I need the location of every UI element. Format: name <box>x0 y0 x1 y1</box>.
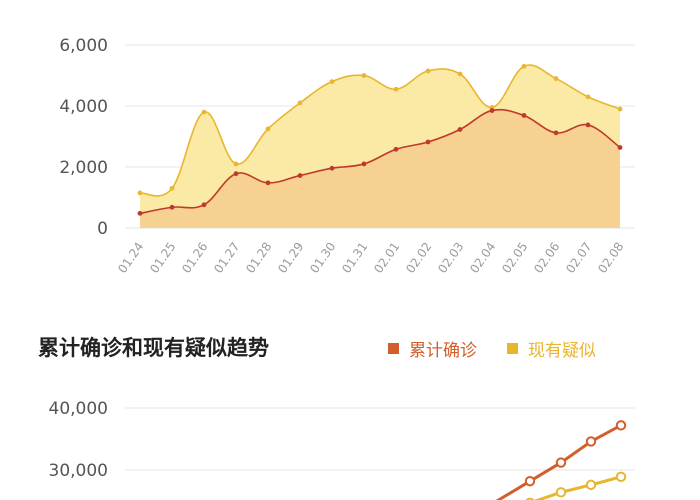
data-point[interactable] <box>555 487 567 498</box>
data-point[interactable] <box>585 94 591 100</box>
y-tick-label: 4,000 <box>59 97 108 117</box>
x-tick-label: 01.25 <box>147 240 178 276</box>
x-axis: 01.24 01.25 01.26 01.27 01.28 01.29 01.30 01.31… <box>115 240 626 276</box>
series-confirmed-area <box>140 109 620 228</box>
data-point[interactable] <box>425 68 431 74</box>
x-tick-label: 01.29 <box>275 240 306 276</box>
y-tick-label: 40,000 <box>49 399 108 419</box>
x-tick-label: 01.30 <box>307 240 338 276</box>
data-point[interactable] <box>265 126 271 132</box>
x-tick-label: 02.01 <box>371 240 402 276</box>
trend-line-chart: 40,000 30,000 <box>49 399 635 500</box>
data-point[interactable] <box>553 76 559 81</box>
data-point[interactable] <box>169 185 175 191</box>
x-tick-label: 02.03 <box>435 240 466 276</box>
data-point[interactable] <box>615 420 627 431</box>
data-point[interactable] <box>585 122 591 128</box>
data-point[interactable] <box>393 146 399 152</box>
chart-title: 累计确诊和现有疑似趋势 <box>38 336 269 360</box>
x-tick-label: 02.02 <box>403 240 434 276</box>
series-suspected-line <box>139 64 621 197</box>
data-point[interactable] <box>297 173 303 178</box>
x-tick-label: 02.05 <box>499 240 530 276</box>
data-point[interactable] <box>329 79 335 84</box>
legend-item-cumulative-confirmed[interactable]: 累计确诊 <box>388 336 477 361</box>
legend: 累计确诊 现有疑似 <box>388 336 596 361</box>
y-tick-label: 0 <box>97 219 108 239</box>
data-point[interactable] <box>137 190 143 196</box>
data-point[interactable] <box>489 108 495 113</box>
data-point[interactable] <box>585 436 597 447</box>
x-tick-label: 02.08 <box>595 240 626 276</box>
data-point[interactable] <box>169 204 175 210</box>
x-tick-label: 01.26 <box>179 240 210 276</box>
x-tick-label: 01.31 <box>339 240 370 276</box>
data-point[interactable] <box>615 471 627 483</box>
data-point[interactable] <box>617 145 623 150</box>
data-point[interactable] <box>585 479 597 491</box>
data-point[interactable] <box>329 165 335 171</box>
y-tick-label: 6,000 <box>59 36 108 56</box>
legend-label: 现有疑似 <box>528 341 596 361</box>
y-axis: 0 2,000 4,000 6,000 <box>59 36 108 239</box>
data-point[interactable] <box>233 161 239 167</box>
data-point[interactable] <box>297 100 303 106</box>
data-point[interactable] <box>457 71 463 77</box>
data-point[interactable] <box>233 171 239 177</box>
x-tick-label: 01.27 <box>211 240 242 276</box>
y-tick-label: 2,000 <box>59 158 108 178</box>
data-point[interactable] <box>425 139 431 145</box>
data-point[interactable] <box>137 210 143 216</box>
line-series <box>495 420 627 500</box>
series-line-cumulative-confirmed <box>495 424 622 500</box>
y-axis: 40,000 30,000 <box>49 399 108 481</box>
data-point[interactable] <box>361 73 367 78</box>
data-point[interactable] <box>521 63 527 69</box>
data-point[interactable] <box>201 202 207 208</box>
legend-swatch-icon <box>388 343 399 354</box>
x-tick-label: 02.04 <box>467 240 498 276</box>
x-tick-label: 01.28 <box>243 240 274 276</box>
x-tick-label: 01.24 <box>115 240 146 276</box>
data-point[interactable] <box>524 475 536 487</box>
data-point[interactable] <box>361 161 367 167</box>
data-point[interactable] <box>201 109 207 115</box>
data-point[interactable] <box>265 180 271 186</box>
data-point[interactable] <box>553 130 559 136</box>
y-tick-label: 30,000 <box>49 461 108 481</box>
data-point[interactable] <box>393 86 399 92</box>
legend-swatch-icon <box>507 343 518 354</box>
data-points <box>137 63 623 216</box>
data-point[interactable] <box>617 106 623 112</box>
series-confirmed-line <box>139 108 621 215</box>
legend-item-current-suspected[interactable]: 现有疑似 <box>507 336 596 361</box>
legend-label: 累计确诊 <box>409 341 477 361</box>
data-point[interactable] <box>555 457 567 468</box>
x-tick-label: 02.07 <box>563 240 594 276</box>
data-point[interactable] <box>457 127 463 132</box>
data-point[interactable] <box>521 113 527 118</box>
area-series <box>139 64 621 228</box>
x-tick-label: 02.06 <box>531 240 562 276</box>
